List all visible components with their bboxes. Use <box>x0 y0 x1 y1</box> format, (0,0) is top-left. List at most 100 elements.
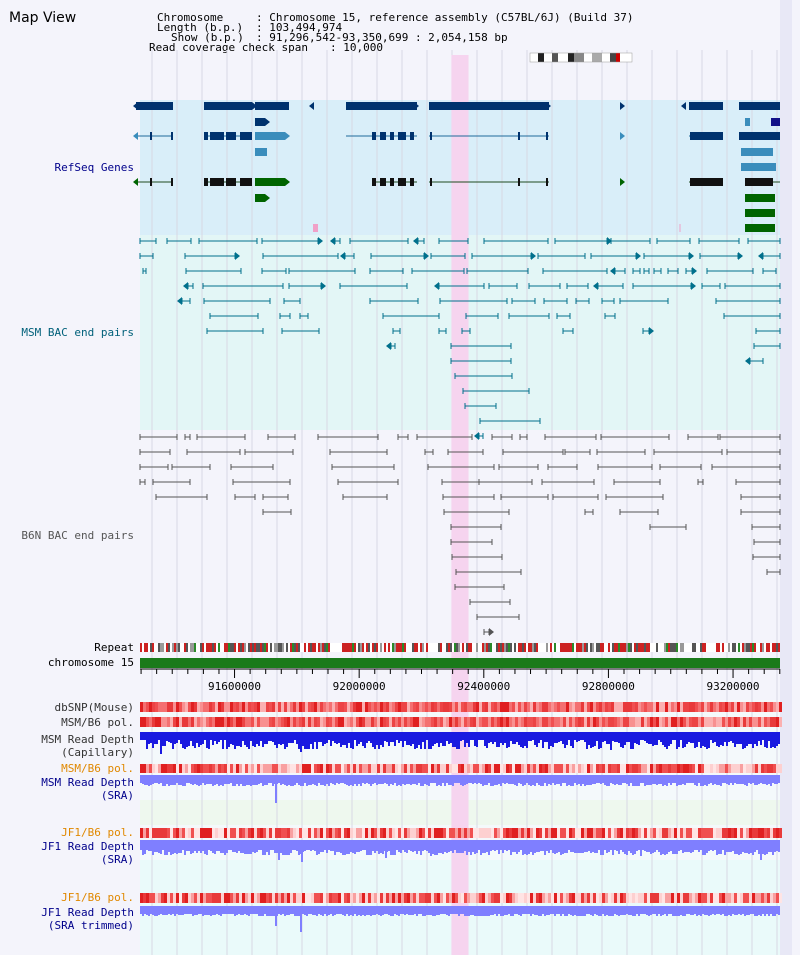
read-depth-bar <box>744 732 746 748</box>
heatmap-cell <box>242 893 245 903</box>
heatmap-cell <box>614 717 617 727</box>
read-depth-bar <box>574 775 576 783</box>
repeat-segment <box>594 643 596 652</box>
heatmap-cell <box>302 893 305 903</box>
read-depth-bar <box>168 775 170 786</box>
read-depth-bar <box>220 732 222 740</box>
read-depth-bar <box>694 906 696 914</box>
heatmap-cell <box>359 764 362 773</box>
heatmap-cell <box>383 717 386 727</box>
heatmap-cell <box>383 893 386 903</box>
read-depth-bar <box>592 906 594 916</box>
read-depth-bar <box>370 775 372 786</box>
heatmap-cell <box>143 893 146 903</box>
heatmap-cell <box>215 702 218 712</box>
heatmap-cell <box>251 764 254 773</box>
heatmap-cell <box>392 717 395 727</box>
heatmap-cell <box>215 764 218 773</box>
read-depth-bar <box>670 840 672 851</box>
read-depth-bar <box>462 775 464 786</box>
repeat-segment <box>414 643 416 652</box>
read-depth-bar <box>388 906 390 915</box>
read-depth-bar <box>438 906 440 915</box>
read-depth-bar <box>372 775 374 784</box>
read-depth-bar <box>392 906 394 916</box>
read-depth-bar <box>524 906 526 914</box>
read-depth-bar <box>200 732 202 745</box>
repeat-segment <box>296 643 298 652</box>
heatmap-cell <box>593 893 596 903</box>
read-depth-bar <box>270 775 272 783</box>
read-depth-bar <box>252 906 254 914</box>
heatmap-cell <box>446 702 449 712</box>
repeat-segment <box>618 643 620 652</box>
read-depth-bar <box>644 840 646 851</box>
read-depth-spike <box>640 840 642 856</box>
heatmap-cell <box>767 828 770 838</box>
repeat-segment <box>494 643 496 652</box>
heatmap-cell <box>371 764 374 773</box>
heatmap-cell <box>443 828 446 838</box>
heatmap-cell <box>611 717 614 727</box>
heatmap-cell <box>767 893 770 903</box>
read-depth-bar <box>652 775 654 784</box>
coverage-label: Read coverage check span <box>149 41 308 54</box>
read-depth-bar <box>508 906 510 914</box>
heatmap-cell <box>761 702 764 712</box>
read-depth-bar <box>268 775 270 783</box>
read-depth-bar <box>322 906 324 916</box>
repeat-segment <box>170 643 172 652</box>
read-depth-bar <box>324 840 326 850</box>
ideogram-band <box>616 53 620 62</box>
heatmap-cell <box>557 764 560 773</box>
heatmap-cell <box>617 893 620 903</box>
read-depth-bar <box>776 775 778 784</box>
heatmap-cell <box>407 893 410 903</box>
read-depth-bar <box>750 840 752 853</box>
read-depth-bar <box>196 732 198 743</box>
heatmap-cell <box>737 717 740 727</box>
exon-block <box>210 132 224 140</box>
heatmap-cell <box>707 893 710 903</box>
heatmap-cell <box>374 828 377 838</box>
read-depth-bar <box>538 840 540 852</box>
heatmap-cell <box>740 828 743 838</box>
repeat-segment <box>252 643 254 652</box>
heatmap-cell <box>281 893 284 903</box>
read-depth-bar <box>328 840 330 850</box>
read-depth-bar <box>554 732 556 743</box>
read-depth-spike <box>300 906 302 932</box>
heatmap-cell <box>401 717 404 727</box>
read-depth-bar <box>754 775 756 785</box>
heatmap-cell <box>710 764 713 773</box>
heatmap-cell <box>647 893 650 903</box>
read-depth-bar <box>730 840 732 852</box>
track-label-msm-depth-sra: MSM Read Depth <box>41 776 134 789</box>
repeat-segment <box>546 643 548 652</box>
heatmap-cell <box>503 828 506 838</box>
read-depth-bar <box>428 775 430 786</box>
read-depth-bar <box>400 775 402 786</box>
heatmap-cell <box>749 828 752 838</box>
read-depth-bar <box>466 775 468 784</box>
read-depth-bar <box>392 840 394 855</box>
refseq-gene-arrow <box>265 194 270 202</box>
repeat-segment <box>670 643 672 652</box>
read-depth-bar <box>380 775 382 784</box>
heatmap-cell <box>152 828 155 838</box>
track-label-jf1-depth-sra-sub: (SRA) <box>100 853 134 866</box>
heatmap-cell <box>716 764 719 773</box>
heatmap-cell <box>623 764 626 773</box>
heatmap-cell <box>314 828 317 838</box>
read-depth-bar <box>614 906 616 914</box>
read-depth-bar <box>632 732 634 749</box>
read-depth-bar <box>586 775 588 785</box>
read-depth-bar <box>404 732 406 741</box>
read-depth-bar <box>706 775 708 786</box>
read-depth-bar <box>430 775 432 783</box>
heatmap-cell <box>755 828 758 838</box>
heatmap-cell <box>569 764 572 773</box>
read-depth-bar <box>388 840 390 851</box>
msm-bac-pair <box>758 252 763 260</box>
